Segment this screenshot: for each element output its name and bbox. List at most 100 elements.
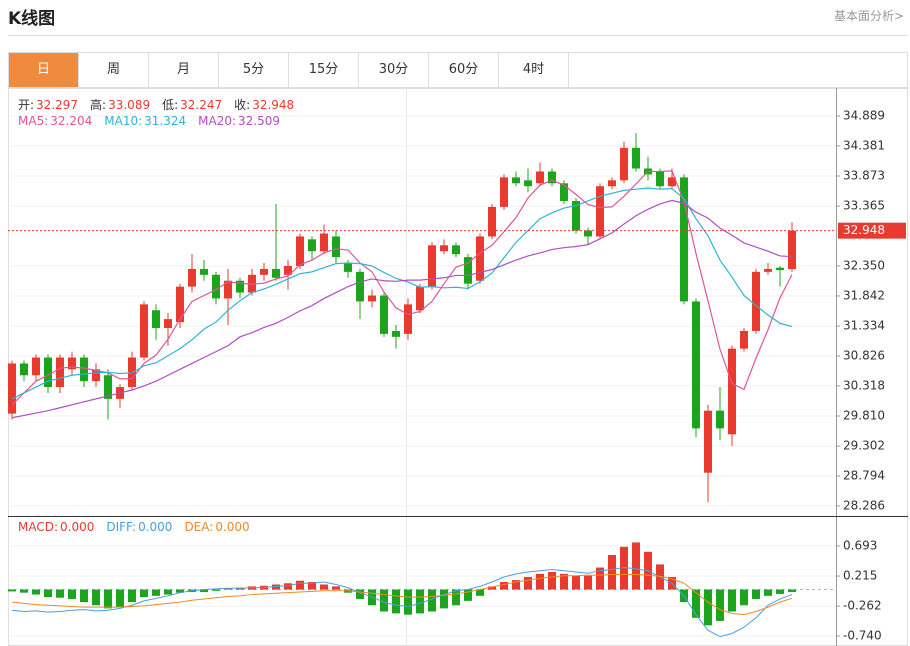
line-series — [11, 199, 793, 419]
candle-body — [344, 263, 352, 272]
macd-bar — [104, 589, 112, 609]
legend-label: MA5: — [18, 114, 49, 128]
candle-body — [572, 200, 580, 231]
y-tick-label: 0.693 — [843, 539, 877, 553]
candle-body — [80, 357, 88, 382]
candle-body — [8, 363, 16, 414]
macd-bar — [560, 573, 568, 590]
macd-bar — [356, 589, 364, 599]
macd-bar — [164, 589, 172, 595]
macd-bar — [476, 589, 484, 596]
candle-body — [416, 286, 424, 311]
y-tick-label: 29.810 — [843, 408, 885, 422]
y-tick-label: 30.826 — [843, 348, 885, 362]
macd-bar — [716, 589, 724, 621]
candle-body — [632, 147, 640, 169]
legend-label: DIFF: — [106, 520, 137, 534]
analysis-link[interactable]: 基本面分析> — [833, 9, 904, 23]
tab[interactable]: 日 — [9, 53, 79, 87]
legend-label: MA20: — [198, 114, 236, 128]
candle-body — [104, 375, 112, 399]
candle-body — [392, 330, 400, 337]
candle-body — [452, 245, 460, 255]
candle-body — [320, 233, 328, 252]
legend-label: MA10: — [104, 114, 143, 128]
ohlc-info: 开: 32.297 高: 33.089 低: 32.247 收: 32.948 — [18, 96, 306, 113]
macd-bar — [176, 589, 184, 593]
candle-body — [536, 171, 544, 184]
legend-label: DEA: — [184, 520, 214, 534]
candle-body — [656, 171, 664, 187]
ohlc-label: 低: — [162, 98, 179, 112]
candle-body — [92, 369, 100, 382]
macd-bar — [296, 580, 304, 590]
legend-value: 0.000 — [60, 520, 95, 534]
macd-bar — [752, 589, 760, 599]
candle-body — [176, 286, 184, 323]
ohlc-label: 收: — [234, 98, 251, 112]
ma-info: MA5: 32.204 MA10: 31.324 MA20: 32.509 — [18, 114, 292, 128]
macd-bar — [392, 589, 400, 614]
last-price-box — [838, 222, 906, 239]
candle-body — [152, 310, 160, 328]
macd-bar — [68, 589, 76, 599]
candle-body — [680, 177, 688, 302]
candle-body — [464, 257, 472, 284]
legend-value: 31.324 — [144, 114, 187, 128]
tab[interactable]: 周 — [79, 53, 149, 87]
candle-body — [284, 265, 292, 275]
y-tick-label: 31.842 — [843, 288, 885, 302]
candle-body — [164, 319, 172, 328]
macd-bar — [632, 542, 640, 590]
macd-bar — [440, 589, 448, 609]
candle-body — [752, 271, 760, 331]
macd-bar — [212, 589, 220, 591]
tab[interactable]: 30分 — [359, 53, 429, 87]
candle-body — [776, 267, 784, 271]
candle-body — [560, 183, 568, 201]
candle-body — [512, 177, 520, 184]
macd-bar — [524, 576, 532, 590]
candle-body — [524, 180, 532, 187]
ohlc-label: 高: — [90, 98, 107, 112]
candle-body — [716, 410, 724, 429]
macd-bar — [140, 589, 148, 598]
candle-body — [224, 280, 232, 299]
tab[interactable]: 5分 — [219, 53, 289, 87]
y-tick-label: 33.873 — [843, 169, 885, 183]
candle-body — [740, 330, 748, 349]
ohlc-value: 32.948 — [252, 98, 295, 112]
macd-bar — [776, 589, 784, 594]
y-tick-label: 33.365 — [843, 199, 885, 213]
candle-body — [200, 268, 208, 275]
y-tick-label: -0.740 — [843, 629, 882, 643]
candle-body — [704, 410, 712, 473]
tab[interactable]: 60分 — [429, 53, 499, 87]
macd-bar — [8, 589, 16, 592]
tab[interactable]: 15分 — [289, 53, 359, 87]
candle-body — [20, 363, 28, 376]
candle-body — [692, 301, 700, 429]
macd-bar — [572, 575, 580, 590]
macd-bar — [284, 583, 292, 590]
macd-bar — [692, 589, 700, 618]
y-tick-label: 31.334 — [843, 318, 885, 332]
macd-bar — [80, 589, 88, 603]
candle-body — [620, 147, 628, 181]
candle-body — [500, 177, 508, 207]
tab[interactable]: 月 — [149, 53, 219, 87]
last-price-label: 32.948 — [843, 223, 885, 237]
tab[interactable]: 4时 — [499, 53, 569, 87]
y-tick-label: -0.262 — [843, 598, 882, 612]
candle-body — [308, 239, 316, 252]
candle-body — [368, 295, 376, 302]
divider — [8, 35, 908, 36]
macd-bar — [404, 589, 412, 615]
candle-body — [608, 180, 616, 187]
candle-body — [68, 357, 76, 370]
macd-bar — [44, 589, 52, 598]
candle-body — [488, 206, 496, 237]
candle-body — [212, 274, 220, 299]
macd-bar — [596, 567, 604, 590]
